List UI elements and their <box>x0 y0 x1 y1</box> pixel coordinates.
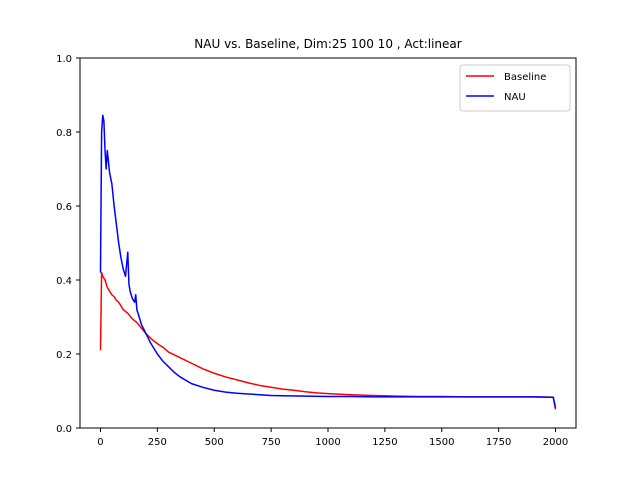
series-line-baseline <box>99 271 557 410</box>
plot-area <box>99 114 557 410</box>
x-tick-label: 1500 <box>429 437 454 448</box>
chart-title: NAU vs. Baseline, Dim:25 100 10 , Act:li… <box>194 37 461 51</box>
legend-label-baseline: Baseline <box>504 72 546 83</box>
legend: Baseline NAU <box>459 64 571 112</box>
series-line-nau <box>99 114 557 408</box>
x-tick-label: 2000 <box>543 437 568 448</box>
x-tick-label: 250 <box>148 437 167 448</box>
y-tick-label: 0.8 <box>56 128 72 139</box>
x-tick-label: 1000 <box>315 437 340 448</box>
y-tick-label: 1.0 <box>56 54 72 65</box>
x-tick-label: 500 <box>205 437 224 448</box>
x-tick-label: 0 <box>97 437 103 448</box>
x-tick-label: 750 <box>262 437 281 448</box>
y-tick-label: 0.2 <box>56 350 72 361</box>
y-tick-label: 0.6 <box>56 202 72 213</box>
y-tick-label: 0.4 <box>56 276 72 287</box>
y-axis: 0.0 0.2 0.4 0.6 0.8 1.0 <box>56 54 80 435</box>
x-tick-label: 1250 <box>372 437 397 448</box>
legend-label-nau: NAU <box>504 92 526 103</box>
y-tick-label: 0.0 <box>56 424 72 435</box>
x-tick-label: 1750 <box>486 437 511 448</box>
x-axis: 0 250 500 750 1000 1250 1500 1750 2000 <box>97 428 568 448</box>
plot-frame <box>79 57 577 429</box>
